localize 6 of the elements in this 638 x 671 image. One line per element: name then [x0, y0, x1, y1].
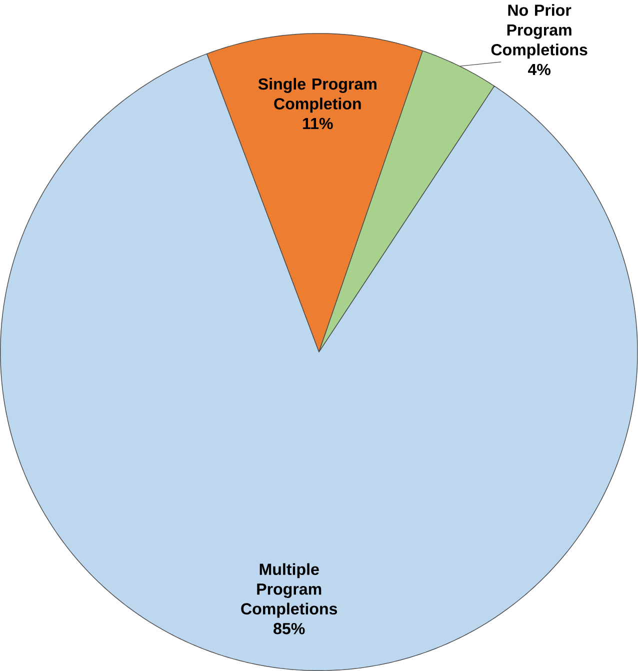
- slice-label: No Prior Program Completions: [491, 4, 588, 59]
- slice-label: Multiple Program Completions: [241, 563, 338, 618]
- data-label: 85%: [274, 622, 305, 634]
- slice-label: Single Program Completion: [258, 78, 376, 113]
- data-label: 11%: [303, 118, 333, 130]
- data-label: 4%: [528, 64, 551, 76]
